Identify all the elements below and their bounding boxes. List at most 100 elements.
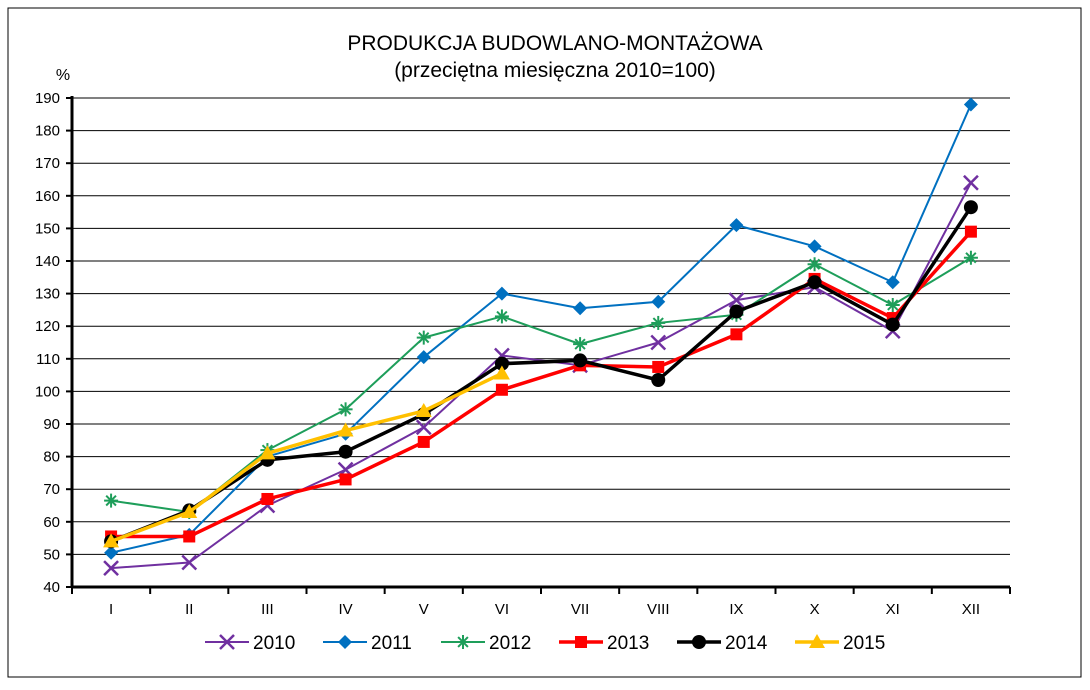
y-tick-label: 190 <box>35 90 60 107</box>
data-point-star-marker <box>456 635 470 649</box>
series-line-2014 <box>110 206 973 543</box>
data-point-x-marker <box>181 554 198 571</box>
data-point-diamond-marker <box>573 301 588 316</box>
data-point-circle-marker <box>807 275 822 290</box>
data-point-star-marker <box>807 257 822 272</box>
legend-item-2014: 2014 <box>677 633 768 654</box>
data-point-square-marker <box>339 473 352 486</box>
y-tick-label: 180 <box>35 123 60 140</box>
series-line-2015 <box>110 371 503 543</box>
data-point-x-marker <box>219 634 235 650</box>
data-point-circle-marker <box>692 635 706 649</box>
data-point-x-marker <box>103 560 119 576</box>
data-point-star-marker <box>104 493 119 508</box>
y-axis-label: % <box>56 67 70 84</box>
series-line-2012 <box>110 256 972 514</box>
data-point-star-marker <box>651 315 666 330</box>
legend-item-2010: 2010 <box>205 633 295 654</box>
x-tick-label: XII <box>962 601 980 618</box>
data-point-star-marker <box>885 298 900 313</box>
data-point-triangle-marker <box>181 504 198 519</box>
x-tick-label: VII <box>571 601 589 618</box>
data-point-star-marker <box>494 309 509 324</box>
legend-label: 2012 <box>489 633 531 654</box>
data-point-square-marker <box>417 435 430 448</box>
y-tick-label: 120 <box>35 318 60 335</box>
data-point-diamond-marker <box>963 97 978 112</box>
legend-item-2013: 2013 <box>559 633 649 654</box>
x-tick-label: X <box>810 601 820 618</box>
data-point-circle-marker <box>338 444 353 459</box>
legend-label: 2010 <box>253 633 295 654</box>
y-tick-label: 150 <box>35 220 60 237</box>
y-tick-label: 160 <box>35 188 60 205</box>
data-point-diamond-marker <box>807 239 822 254</box>
chart-border <box>7 7 1082 678</box>
data-point-circle-marker <box>729 304 744 319</box>
y-tick-label: 110 <box>36 351 60 368</box>
data-point-triangle-marker <box>259 445 276 460</box>
y-tick-label: 60 <box>43 514 60 531</box>
y-tick-label: 90 <box>43 416 60 433</box>
data-point-x-marker <box>728 292 745 309</box>
marker-stroke <box>728 292 745 309</box>
x-tick-label: XI <box>886 601 900 618</box>
data-point-x-marker <box>415 419 432 436</box>
legend-label: 2015 <box>843 633 885 654</box>
data-point-diamond-marker <box>885 275 900 290</box>
x-tick-label: IX <box>729 601 743 618</box>
data-point-circle-marker <box>963 200 978 215</box>
data-point-circle-marker <box>573 353 588 368</box>
data-point-x-marker <box>650 334 667 351</box>
data-point-x-marker <box>963 174 979 191</box>
data-point-triangle-marker <box>103 533 120 548</box>
data-point-diamond-marker <box>651 294 666 309</box>
marker-stroke <box>415 419 432 436</box>
data-point-star-marker <box>573 337 588 352</box>
data-point-circle-marker <box>494 356 509 371</box>
x-tick-label: I <box>109 601 113 618</box>
data-point-triangle-marker <box>809 634 825 648</box>
chart-title: PRODUKCJA BUDOWLANO-MONTAŻOWA <box>347 32 762 55</box>
series-2015 <box>103 365 510 548</box>
data-point-diamond-marker <box>494 286 509 301</box>
x-tick-label: IV <box>338 601 352 618</box>
legend-label: 2013 <box>607 633 649 654</box>
y-tick-label: 40 <box>43 579 60 596</box>
legend-item-2015: 2015 <box>795 633 885 654</box>
data-point-square-marker <box>730 328 743 341</box>
data-point-triangle-marker <box>415 402 432 417</box>
legend-label: 2011 <box>371 633 412 654</box>
data-point-triangle-marker <box>493 365 510 380</box>
series-line-2013 <box>111 230 973 539</box>
legend-label: 2014 <box>725 633 768 654</box>
y-tick-label: 70 <box>43 481 60 498</box>
data-point-diamond-marker <box>338 635 352 649</box>
data-point-square-marker <box>652 360 665 373</box>
data-point-diamond-marker <box>416 350 431 365</box>
x-tick-label: VIII <box>647 601 670 618</box>
data-point-star-marker <box>338 402 353 417</box>
x-tick-label: II <box>185 601 193 618</box>
x-tick-label: III <box>261 601 274 618</box>
marker-stroke <box>650 334 667 351</box>
y-tick-label: 170 <box>35 155 60 172</box>
data-point-square-marker <box>575 636 587 648</box>
data-point-diamond-marker <box>729 218 744 233</box>
legend-item-2012: 2012 <box>441 633 531 654</box>
marker-stroke <box>963 174 979 191</box>
y-tick-label: 100 <box>35 383 60 400</box>
y-tick-label: 140 <box>35 253 60 270</box>
data-point-circle-marker <box>651 372 666 387</box>
data-point-square-marker <box>964 225 977 238</box>
y-tick-label: 130 <box>35 286 60 303</box>
x-tick-label: V <box>419 601 429 618</box>
y-tick-label: 50 <box>43 546 60 563</box>
data-point-diamond-marker <box>104 545 119 560</box>
legend-item-2011: 2011 <box>323 633 412 654</box>
x-tick-label: VI <box>495 601 509 618</box>
data-point-square-marker <box>495 383 508 396</box>
chart-subtitle: (przeciętna miesięczna 2010=100) <box>394 59 716 82</box>
marker-stroke <box>181 554 198 571</box>
